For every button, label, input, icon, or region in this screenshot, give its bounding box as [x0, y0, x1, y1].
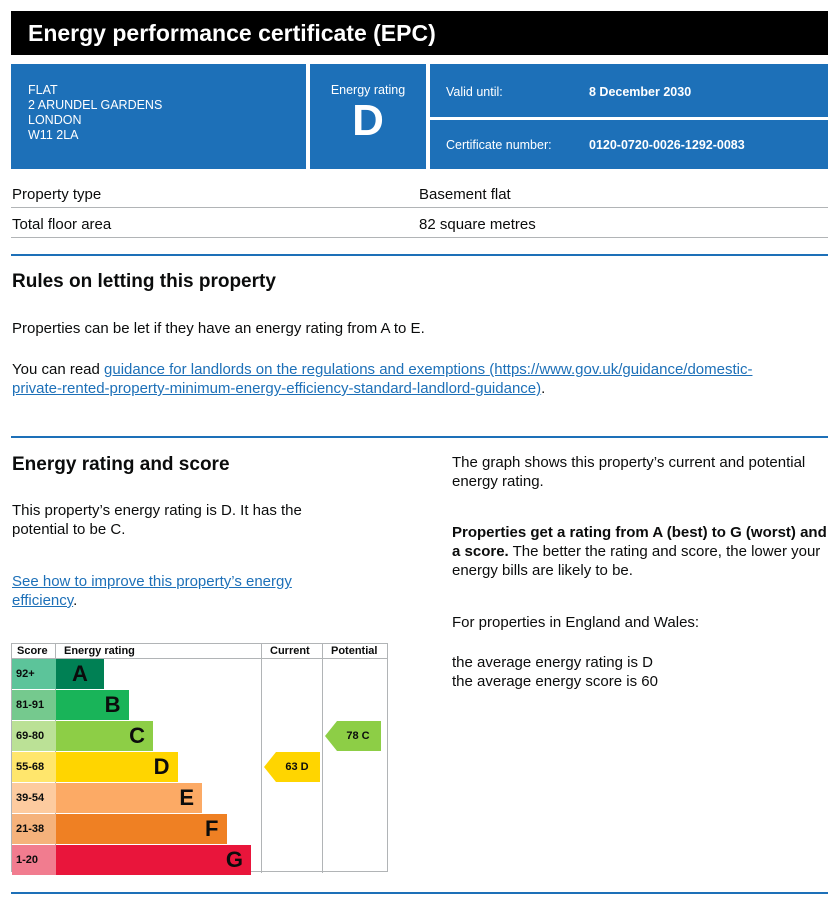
band-bar-f: F [56, 814, 227, 844]
floor-area-value: 82 square metres [419, 216, 536, 233]
guidance-link-text: guidance for landlords on the regulation… [104, 361, 486, 378]
section-divider [11, 436, 828, 438]
score-column-header: Score [17, 645, 48, 657]
band-bar-e: E [56, 783, 202, 813]
address-panel: FLAT 2 ARUNDEL GARDENS LONDON W11 2LA [11, 64, 306, 169]
band-score-d: 55-68 [12, 752, 56, 782]
address-line-2: 2 ARUNDEL GARDENS [28, 98, 163, 112]
valid-until-label: Valid until: [446, 85, 503, 99]
floor-area-row: Total floor area 82 square metres [11, 208, 828, 238]
band-score-a: 92+ [12, 659, 56, 689]
energy-rating-panel: Energy rating D [310, 64, 426, 169]
guidance-prefix: You can read [12, 361, 105, 378]
energy-rating-value: D [352, 96, 384, 145]
property-type-label: Property type [12, 186, 102, 203]
energy-rating-label: Energy rating [330, 83, 406, 97]
improve-efficiency-link[interactable]: See how to improve this property’s energ… [12, 573, 292, 609]
valid-until-panel: Valid until: 8 December 2030 [430, 64, 828, 117]
chart-column-divider [322, 644, 323, 873]
rating-summary: This property’s energy rating is D. It h… [12, 502, 302, 538]
section-divider [11, 892, 828, 894]
address-line-1: FLAT [28, 83, 58, 97]
chart-column-divider [261, 644, 262, 873]
rating-column-header: Energy rating [64, 645, 135, 657]
address-line-4: W11 2LA [28, 128, 79, 142]
band-bar-a: A [56, 659, 104, 689]
band-bar-g: G [56, 845, 251, 875]
energy-score-heading: Energy rating and score [12, 454, 230, 475]
current-column-header: Current [270, 645, 310, 657]
band-score-c: 69-80 [12, 721, 56, 751]
certificate-number-value: 0120-0720-0026-1292-0083 [589, 138, 745, 152]
valid-until-value: 8 December 2030 [589, 85, 692, 99]
average-score: the average energy score is 60 [452, 673, 658, 690]
band-score-b: 81-91 [12, 690, 56, 720]
average-rating: the average energy rating is D [452, 654, 653, 671]
improve-paragraph: See how to improve this property’s energ… [12, 572, 342, 610]
landlord-guidance-link[interactable]: guidance for landlords on the regulation… [12, 361, 752, 397]
address-line-3: LONDON [28, 113, 82, 127]
property-type-row: Property type Basement flat [11, 178, 828, 208]
improve-suffix: . [73, 592, 78, 609]
property-type-value: Basement flat [419, 186, 511, 203]
potential-rating-arrow: 78 C [325, 721, 381, 751]
certificate-number-label: Certificate number: [446, 138, 552, 152]
band-score-g: 1-20 [12, 845, 56, 875]
rating-scale-explanation: Properties get a rating from A (best) to… [452, 523, 828, 580]
letting-heading: Rules on letting this property [12, 271, 276, 292]
chart-header-divider [12, 658, 387, 659]
current-rating-arrow: 63 D [264, 752, 320, 782]
band-bar-d: D [56, 752, 178, 782]
letting-guidance-paragraph: You can read guidance for landlords on t… [12, 360, 802, 398]
page-title: Energy performance certificate (EPC) [11, 11, 828, 55]
band-bar-b: B [56, 690, 129, 720]
certificate-number-panel: Certificate number: 0120-0720-0026-1292-… [430, 120, 828, 169]
rating-scale-rest: The better the rating and score, the low… [452, 543, 821, 579]
guidance-link-url: (https://www.gov.uk/guidance/domestic-pr… [12, 361, 753, 397]
potential-column-header: Potential [331, 645, 378, 657]
england-wales-intro: For properties in England and Wales: [452, 614, 700, 631]
letting-paragraph: Properties can be let if they have an en… [12, 320, 425, 337]
band-score-e: 39-54 [12, 783, 56, 813]
graph-explanation: The graph shows this property’s current … [452, 454, 806, 490]
floor-area-label: Total floor area [12, 216, 112, 233]
section-divider [11, 254, 828, 256]
guidance-suffix: . [541, 380, 546, 397]
rating-scale-bold: Properties get a rating from A (best) to… [452, 524, 827, 560]
band-score-f: 21-38 [12, 814, 56, 844]
band-bar-c: C [56, 721, 153, 751]
energy-rating-chart: Score Energy rating Current Potential 92… [11, 643, 388, 875]
